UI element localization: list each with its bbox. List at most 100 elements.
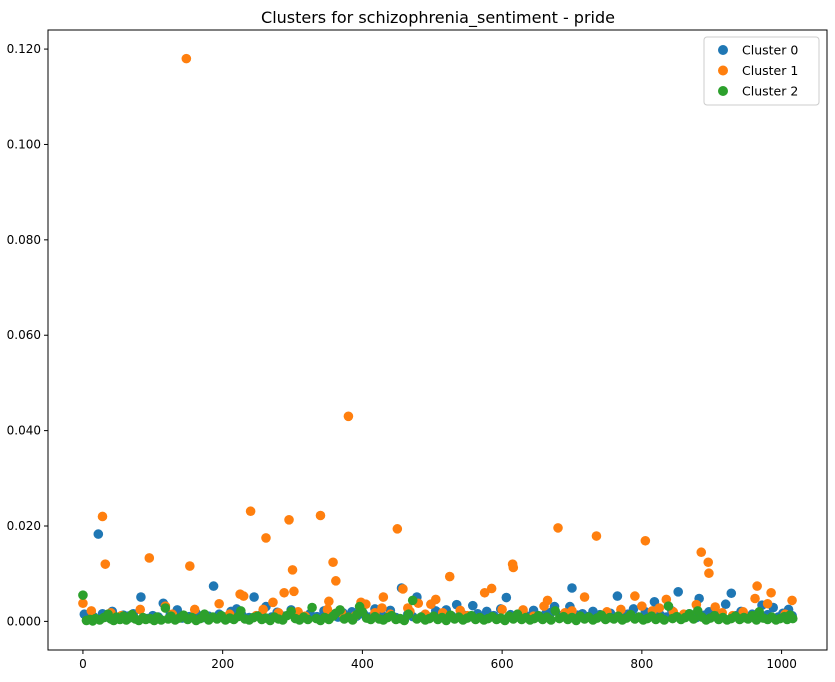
data-point [479,587,490,598]
legend-marker [718,65,728,76]
data-point [331,576,341,586]
data-point [766,587,776,598]
data-point [546,615,556,625]
data-point [579,592,590,602]
data-point [268,597,278,608]
y-axis: 0.000 0.020 0.040 0.060 0.080 0.100 0.120 [7,42,48,628]
data-point [156,615,166,625]
data-point [136,592,146,602]
data-point [78,590,88,600]
y-tick-label: 0.120 [7,42,41,56]
legend-marker [718,45,728,55]
data-point [208,581,219,591]
data-point [508,562,519,573]
data-point [289,586,299,597]
data-point [303,614,313,625]
data-point [762,598,773,609]
y-tick-label: 0.080 [7,233,41,247]
data-point [238,591,249,601]
data-point [100,559,111,569]
data-point [673,587,683,597]
legend: Cluster 0 Cluster 1 Cluster 2 [703,36,820,106]
data-point [236,606,246,616]
data-point [704,568,714,579]
data-point [144,553,155,563]
data-point [542,595,553,606]
data-point [403,609,414,620]
series-2 [78,590,798,626]
data-point [398,584,408,594]
data-point [279,587,289,598]
data-point [444,571,455,582]
x-tick-label: 400 [351,657,374,671]
data-point [78,598,88,609]
y-tick-label: 0.100 [7,137,41,151]
data-point [640,535,651,546]
data-point [284,515,294,525]
data-point [567,583,577,593]
y-tick-label: 0.040 [7,424,41,438]
data-point [392,524,403,534]
data-point [467,600,478,611]
data-point [343,411,354,422]
data-point [710,602,721,612]
x-tick-label: 200 [211,657,234,671]
data-point [630,591,640,601]
data-point [637,601,647,611]
x-tick-label: 1000 [766,657,797,671]
data-point [189,604,200,615]
x-tick-label: 600 [491,657,514,671]
data-point [726,588,737,599]
data-point [696,547,707,558]
data-point [287,565,298,575]
legend-marker [718,86,728,96]
x-tick-label: 800 [630,657,653,671]
data-point [258,604,268,615]
data-point [550,606,561,616]
data-point [328,557,338,568]
data-point [286,606,296,617]
data-point [185,561,195,571]
plot-frame [47,29,828,651]
data-point [591,531,602,541]
data-point [97,511,108,522]
data-point [553,523,563,533]
data-point [486,583,497,594]
y-tick-label: 0.060 [7,328,41,342]
data-point [322,604,333,615]
data-point [407,595,418,606]
data-point [750,593,760,604]
data-point [245,506,256,517]
data-point [787,595,797,606]
data-point [720,599,731,610]
data-point [378,592,389,602]
data-point [787,613,798,624]
data-point [567,606,577,616]
data-point [752,581,762,591]
data-point [430,594,441,605]
legend-label: Cluster 1 [742,63,798,78]
x-tick-label: 0 [79,657,87,671]
data-point [612,591,623,601]
legend-label: Cluster 2 [742,84,798,99]
data-point [214,598,224,609]
points-layer [78,53,798,626]
data-point [307,602,317,613]
data-point [324,596,334,607]
data-point [335,605,345,615]
legend-label: Cluster 0 [742,43,798,58]
data-point [93,529,104,539]
data-point [659,615,670,625]
chart-title: Clusters for schizophrenia_sentiment - p… [261,8,615,28]
data-point [663,601,674,611]
data-point [703,557,714,568]
data-point [501,592,512,603]
data-point [654,603,665,613]
data-point [261,533,271,543]
data-point [377,603,387,613]
data-point [315,510,326,521]
data-point [497,604,507,615]
data-point [688,614,699,624]
